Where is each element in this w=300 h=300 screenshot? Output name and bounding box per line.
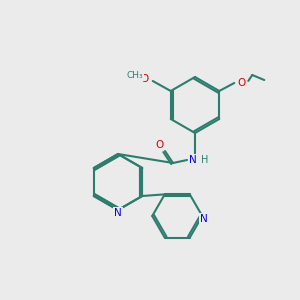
- Text: O: O: [155, 140, 163, 150]
- Text: O: O: [237, 78, 245, 88]
- Text: H: H: [201, 155, 209, 165]
- Text: CH₃: CH₃: [126, 71, 143, 80]
- Text: N: N: [114, 208, 122, 218]
- Text: N: N: [189, 155, 197, 165]
- Text: N: N: [200, 214, 208, 224]
- Text: O: O: [141, 74, 149, 84]
